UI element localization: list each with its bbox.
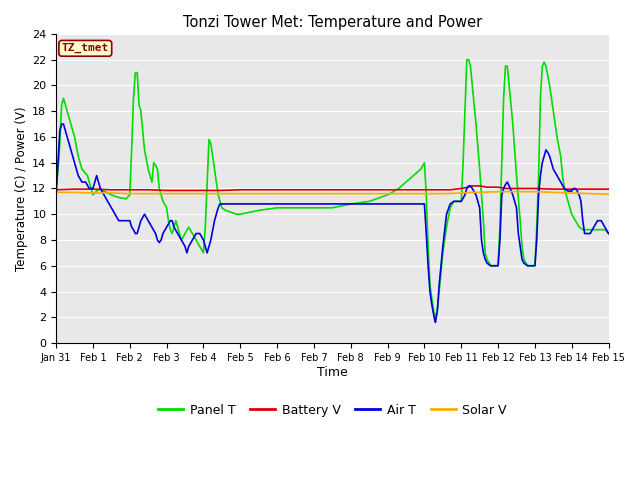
Battery V bbox=[126, 187, 134, 192]
Solar V bbox=[384, 191, 392, 196]
Solar V bbox=[468, 190, 476, 195]
Air T bbox=[538, 160, 546, 166]
Solar V bbox=[439, 191, 447, 196]
Solar V bbox=[328, 191, 336, 196]
Solar V bbox=[181, 191, 189, 196]
Battery V bbox=[531, 186, 539, 192]
Panel T bbox=[605, 231, 612, 237]
Panel T bbox=[207, 141, 214, 146]
Solar V bbox=[292, 191, 300, 196]
Solar V bbox=[89, 190, 97, 196]
Panel T bbox=[435, 288, 443, 294]
Battery V bbox=[200, 188, 207, 193]
Battery V bbox=[420, 187, 428, 192]
Battery V bbox=[494, 184, 502, 190]
Battery V bbox=[476, 183, 483, 189]
Y-axis label: Temperature (C) / Power (V): Temperature (C) / Power (V) bbox=[15, 106, 28, 271]
Legend: Panel T, Battery V, Air T, Solar V: Panel T, Battery V, Air T, Solar V bbox=[154, 399, 511, 422]
Solar V bbox=[310, 191, 318, 196]
Solar V bbox=[236, 191, 244, 196]
Battery V bbox=[465, 184, 472, 190]
Solar V bbox=[145, 191, 152, 196]
Battery V bbox=[384, 187, 392, 192]
Battery V bbox=[586, 186, 594, 192]
Solar V bbox=[586, 191, 594, 196]
Solar V bbox=[52, 190, 60, 195]
Battery V bbox=[446, 187, 454, 192]
Air T bbox=[82, 179, 90, 185]
Panel T bbox=[601, 227, 609, 233]
Solar V bbox=[458, 190, 465, 196]
Panel T bbox=[496, 224, 504, 230]
Solar V bbox=[476, 190, 483, 195]
Solar V bbox=[420, 191, 428, 196]
Solar V bbox=[70, 190, 78, 195]
Solar V bbox=[126, 191, 134, 196]
Text: TZ_tmet: TZ_tmet bbox=[61, 43, 109, 53]
Solar V bbox=[108, 190, 115, 196]
Air T bbox=[535, 192, 543, 198]
Battery V bbox=[163, 188, 170, 193]
Battery V bbox=[347, 187, 355, 192]
Battery V bbox=[292, 187, 300, 192]
Panel T bbox=[221, 207, 229, 213]
Battery V bbox=[181, 188, 189, 193]
Solar V bbox=[365, 191, 373, 196]
Battery V bbox=[483, 184, 491, 190]
Solar V bbox=[273, 191, 281, 196]
Line: Solar V: Solar V bbox=[56, 192, 609, 194]
Battery V bbox=[236, 187, 244, 192]
Line: Panel T: Panel T bbox=[56, 60, 609, 317]
Battery V bbox=[402, 187, 410, 192]
Line: Battery V: Battery V bbox=[56, 186, 609, 191]
Air T bbox=[52, 192, 60, 198]
Battery V bbox=[145, 187, 152, 192]
Battery V bbox=[439, 187, 447, 192]
Battery V bbox=[328, 187, 336, 192]
Air T bbox=[115, 218, 123, 224]
Battery V bbox=[52, 187, 60, 192]
Battery V bbox=[458, 186, 465, 192]
Solar V bbox=[531, 189, 539, 194]
Battery V bbox=[502, 186, 509, 192]
Battery V bbox=[70, 186, 78, 192]
Air T bbox=[431, 320, 439, 325]
Solar V bbox=[494, 189, 502, 194]
X-axis label: Time: Time bbox=[317, 365, 348, 379]
Battery V bbox=[513, 186, 520, 192]
Battery V bbox=[431, 187, 439, 192]
Battery V bbox=[218, 188, 226, 193]
Solar V bbox=[347, 191, 355, 196]
Solar V bbox=[218, 191, 226, 196]
Panel T bbox=[463, 57, 470, 62]
Battery V bbox=[273, 187, 281, 192]
Battery V bbox=[89, 186, 97, 192]
Battery V bbox=[255, 187, 262, 192]
Air T bbox=[605, 231, 612, 237]
Solar V bbox=[255, 191, 262, 196]
Solar V bbox=[402, 191, 410, 196]
Battery V bbox=[605, 186, 612, 192]
Battery V bbox=[520, 186, 528, 192]
Battery V bbox=[310, 187, 318, 192]
Air T bbox=[502, 182, 509, 188]
Title: Tonzi Tower Met: Temperature and Power: Tonzi Tower Met: Temperature and Power bbox=[183, 15, 482, 30]
Battery V bbox=[365, 187, 373, 192]
Air T bbox=[58, 121, 65, 127]
Solar V bbox=[568, 190, 575, 196]
Solar V bbox=[550, 190, 557, 195]
Battery V bbox=[468, 183, 476, 189]
Battery V bbox=[550, 186, 557, 192]
Solar V bbox=[605, 192, 612, 197]
Panel T bbox=[540, 60, 548, 65]
Air T bbox=[177, 237, 185, 243]
Battery V bbox=[568, 186, 575, 192]
Solar V bbox=[200, 191, 207, 196]
Line: Air T: Air T bbox=[56, 124, 609, 323]
Battery V bbox=[108, 187, 115, 192]
Solar V bbox=[163, 191, 170, 196]
Solar V bbox=[513, 189, 520, 194]
Panel T bbox=[431, 314, 439, 320]
Panel T bbox=[52, 186, 60, 192]
